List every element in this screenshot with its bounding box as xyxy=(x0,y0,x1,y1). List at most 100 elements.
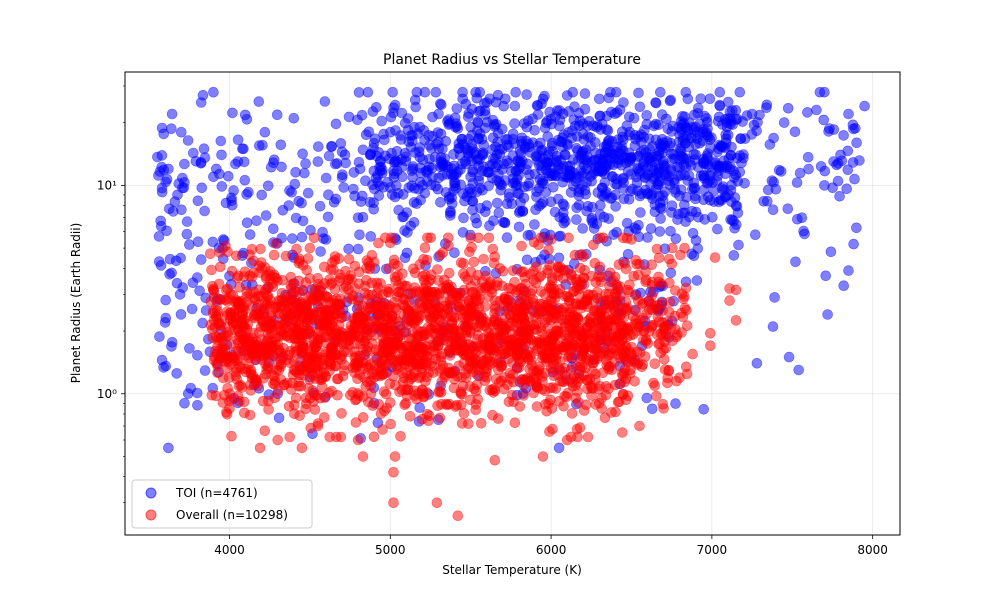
toi-point xyxy=(199,365,211,376)
toi-point xyxy=(549,206,561,218)
overall-point xyxy=(389,451,401,462)
toi-point xyxy=(277,205,289,216)
toi-point xyxy=(728,250,740,261)
toi-point xyxy=(260,210,272,221)
toi-point xyxy=(300,158,311,169)
toi-point xyxy=(689,190,701,201)
toi-point xyxy=(650,118,662,130)
toi-point xyxy=(706,211,718,223)
overall-point xyxy=(206,264,217,276)
toi-point xyxy=(532,109,544,120)
toi-point xyxy=(155,215,166,227)
toi-point xyxy=(481,200,493,211)
toi-point xyxy=(499,217,510,228)
toi-point xyxy=(553,252,565,264)
overall-point xyxy=(319,278,330,289)
legend-label-toi: TOI (n=4761) xyxy=(175,486,258,500)
toi-point xyxy=(593,93,605,105)
toi-point xyxy=(419,86,431,98)
toi-point xyxy=(819,180,830,191)
overall-point xyxy=(398,293,409,305)
toi-point xyxy=(509,100,521,112)
toi-point xyxy=(802,151,814,163)
toi-point xyxy=(502,158,514,169)
overall-point xyxy=(308,232,320,244)
overall-point xyxy=(577,345,589,357)
toi-point xyxy=(353,87,365,98)
toi-point xyxy=(702,131,714,143)
x-tick-label: 8000 xyxy=(857,543,888,557)
toi-point xyxy=(388,102,399,114)
toi-point xyxy=(691,275,703,286)
overall-point xyxy=(240,349,251,361)
toi-point xyxy=(470,147,481,158)
toi-point xyxy=(302,187,314,199)
toi-point xyxy=(843,108,854,120)
overall-point xyxy=(658,353,670,365)
toi-point xyxy=(513,221,525,233)
toi-point xyxy=(415,194,427,206)
overall-point xyxy=(541,305,553,317)
overall-point xyxy=(649,358,661,370)
overall-point xyxy=(643,325,655,337)
overall-point xyxy=(311,350,323,362)
overall-point xyxy=(268,271,280,283)
toi-point xyxy=(704,93,716,105)
overall-point xyxy=(304,374,316,385)
toi-point xyxy=(175,309,187,320)
overall-point xyxy=(659,322,671,334)
toi-point xyxy=(297,215,309,227)
overall-point xyxy=(604,361,616,372)
toi-point xyxy=(724,113,736,125)
toi-point xyxy=(409,122,420,133)
toi-point xyxy=(179,158,190,170)
toi-point xyxy=(156,182,168,194)
overall-point xyxy=(224,403,235,414)
legend-marker-overall xyxy=(145,509,157,521)
overall-point xyxy=(376,368,388,380)
overall-point xyxy=(465,232,477,244)
toi-point xyxy=(330,118,342,130)
toi-point xyxy=(633,87,644,99)
overall-point xyxy=(618,367,630,379)
overall-point xyxy=(563,232,574,244)
toi-point xyxy=(687,228,699,239)
overall-point xyxy=(679,242,690,254)
overall-series-points xyxy=(204,232,742,522)
overall-point xyxy=(627,328,639,340)
overall-point xyxy=(262,333,274,344)
toi-point xyxy=(695,93,707,104)
toi-point xyxy=(634,101,646,113)
overall-point xyxy=(466,242,477,253)
overall-point xyxy=(681,320,693,332)
toi-point xyxy=(581,205,593,217)
toi-point xyxy=(196,182,208,194)
overall-point xyxy=(535,232,547,244)
toi-point xyxy=(646,189,657,201)
toi-point xyxy=(176,126,187,138)
toi-point xyxy=(557,198,569,210)
toi-point xyxy=(623,111,635,123)
overall-point xyxy=(388,254,400,266)
toi-point xyxy=(521,89,533,100)
overall-point xyxy=(365,380,377,391)
overall-point xyxy=(610,406,621,418)
overall-point xyxy=(359,280,371,292)
toi-point xyxy=(171,368,182,379)
overall-point xyxy=(353,300,364,311)
overall-point xyxy=(391,338,403,350)
toi-point xyxy=(433,108,444,120)
toi-point xyxy=(832,175,844,187)
toi-point xyxy=(320,234,332,245)
overall-point xyxy=(384,237,396,249)
overall-point xyxy=(343,253,355,265)
overall-point xyxy=(456,418,468,429)
toi-point xyxy=(782,103,794,114)
overall-point xyxy=(222,327,233,338)
overall-point xyxy=(278,342,289,354)
overall-point xyxy=(531,261,542,273)
overall-point xyxy=(462,274,474,286)
overall-point xyxy=(337,338,349,350)
toi-point xyxy=(734,86,746,98)
toi-point xyxy=(835,149,846,161)
